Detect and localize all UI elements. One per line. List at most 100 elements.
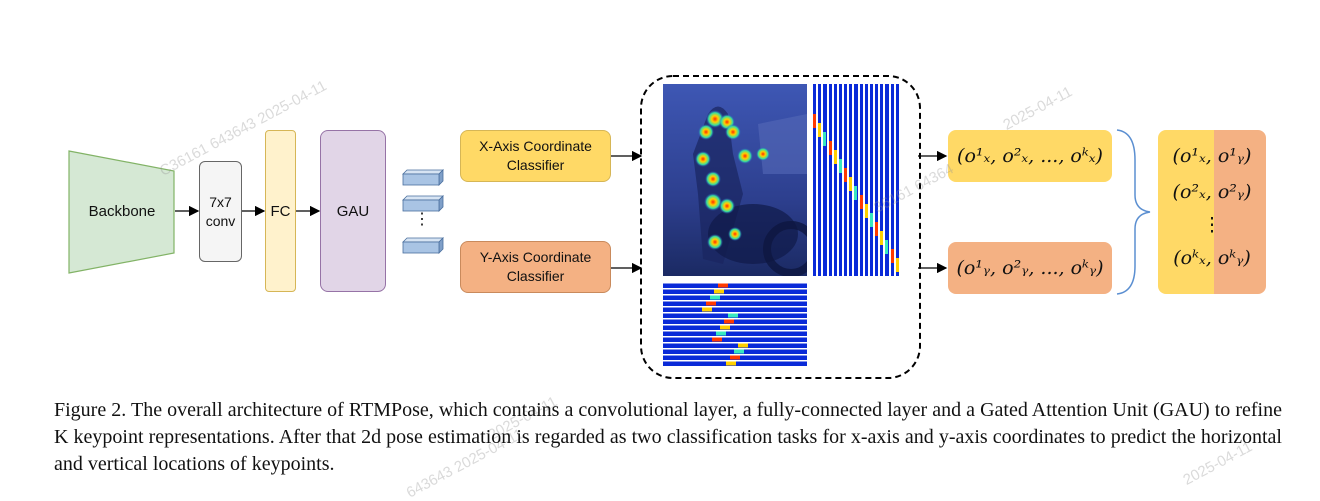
y-classifier-line1: Y-Axis Coordinate [479,249,592,265]
token-2 [402,195,444,212]
y-vector-activation [718,283,728,288]
y-vector-separator [663,312,807,314]
x-vector-activation [885,240,888,254]
y-vector-separator [663,330,807,332]
y-vector-separator [663,342,807,344]
y-output-box: (o¹ᵧ, o²ᵧ, ..., oᵏᵧ) [948,242,1112,294]
x-vector-separator [889,84,891,276]
y-vector-activation [706,301,716,306]
x-vector-separator [847,84,849,276]
y-vector-activation [720,325,730,330]
final-row-1: (o¹ₓ, o¹ᵧ) [1172,145,1252,167]
y-vector-separator [663,354,807,356]
x-vector-separator [873,84,875,276]
heatmap-region-dashed-border [640,75,921,379]
y-vector-separator [663,324,807,326]
y-vector-activation [716,331,726,336]
y-vector-activation [734,349,744,354]
x-vector-activation [875,222,878,236]
fc-block: FC [265,130,296,292]
backbone-label: Backbone [88,202,156,220]
y-axis-classifier: Y-Axis Coordinate Classifier [460,241,611,293]
token-k [402,237,444,254]
x-output-box: (o¹ₓ, o²ₓ, ..., oᵏₓ) [948,130,1112,182]
x-vector-activation [818,123,821,137]
conv-label-line2: conv [205,212,236,229]
conv-block: 7x7 conv [199,161,242,262]
x-vector-separator [837,84,839,276]
y-axis-vectors [663,282,807,366]
final-x-column [1158,130,1214,294]
y-vector-activation [714,289,724,294]
x-vector-separator [868,84,870,276]
x-vector-separator [863,84,865,276]
y-vector-separator [663,300,807,302]
y-vector-activation [710,295,720,300]
y-vector-activation [730,355,740,360]
final-row-k: (oᵏₓ, oᵏᵧ) [1173,247,1251,269]
x-classifier-line2: Classifier [506,157,565,173]
x-vector-separator [821,84,823,276]
x-vector-activation [891,249,894,263]
curly-brace [1116,129,1151,295]
x-vector-activation [834,150,837,164]
gau-label: GAU [336,202,370,220]
x-vector-activation [813,114,816,128]
backbone-block [68,150,175,274]
x-vector-activation [844,168,847,182]
y-vector-separator [663,360,807,362]
y-vector-activation [726,361,736,366]
x-vector-separator [842,84,844,276]
x-vector-separator [816,84,818,276]
x-vector-separator [832,84,834,276]
x-vector-separator [827,84,829,276]
x-vector-activation [896,258,899,272]
x-vector-activation [865,204,868,218]
gau-block: GAU [320,130,386,292]
x-vector-separator [811,84,813,276]
final-row-2: (o²ₓ, o²ᵧ) [1172,181,1252,203]
token-1 [402,169,444,186]
figure-caption: Figure 2. The overall architecture of RT… [54,399,1282,475]
y-vector-separator [663,348,807,350]
y-vector-separator [663,282,807,284]
x-vector-activation [823,132,826,146]
y-vector-activation [712,337,722,342]
x-vector-activation [880,231,883,245]
x-axis-classifier: X-Axis Coordinate Classifier [460,130,611,182]
y-vector-activation [724,319,734,324]
y-vector-activation [728,313,738,318]
x-vector-separator [883,84,885,276]
token-stack [402,169,444,254]
y-classifier-line2: Classifier [506,268,565,284]
y-vector-separator [663,294,807,296]
final-y-column [1214,130,1266,294]
connector-layer [175,75,1151,379]
x-output-formula: (o¹ₓ, o²ₓ, ..., oᵏₓ) [957,145,1103,167]
y-output-formula: (o¹ᵧ, o²ᵧ, ..., oᵏᵧ) [956,257,1104,279]
pose-heatmap-image [663,84,807,276]
x-vector-activation [849,177,852,191]
x-vector-activation [860,195,863,209]
x-vector-activation [839,159,842,173]
x-vector-activation [854,186,857,200]
y-vector-separator [663,288,807,290]
y-vector-separator [663,318,807,320]
x-vector-separator [858,84,860,276]
x-axis-vectors [811,84,899,276]
fc-label: FC [270,202,291,220]
y-vector-activation [738,343,748,348]
x-vector-activation [870,213,873,227]
token-ellipsis: ⋮ [414,211,430,228]
y-vector-activation [702,307,712,312]
x-vector-separator [852,84,854,276]
conv-label-line1: 7x7 [209,193,232,210]
x-classifier-line1: X-Axis Coordinate [479,138,592,154]
y-vector-separator [663,336,807,338]
final-row-ellipsis: ⋮ [1202,214,1222,236]
y-vector-separator [663,306,807,308]
x-vector-separator [894,84,896,276]
x-vector-separator [878,84,880,276]
x-vector-activation [829,141,832,155]
final-coordinates: (o¹ₓ, o¹ᵧ) (o²ₓ, o²ᵧ) ⋮ (oᵏₓ, oᵏᵧ) [1158,138,1266,276]
